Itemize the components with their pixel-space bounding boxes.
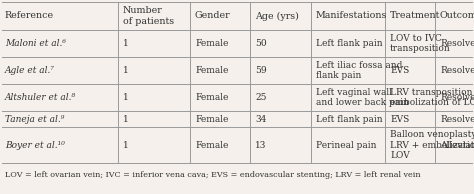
Text: Left vaginal wall
and lower back pain: Left vaginal wall and lower back pain — [316, 88, 409, 107]
Text: Female: Female — [195, 66, 228, 75]
Text: 50: 50 — [255, 39, 266, 48]
Text: Resolved: Resolved — [440, 93, 474, 102]
Text: Female: Female — [195, 114, 228, 124]
Text: 59: 59 — [255, 66, 266, 75]
Text: 1: 1 — [123, 114, 129, 124]
Text: EVS: EVS — [390, 66, 409, 75]
Text: Female: Female — [195, 39, 228, 48]
Text: Alleviated: Alleviated — [440, 140, 474, 150]
Text: Reference: Reference — [5, 11, 54, 21]
Text: Outcome: Outcome — [440, 11, 474, 21]
Text: Taneja et al.⁹: Taneja et al.⁹ — [5, 114, 64, 124]
Text: Agle et al.⁷: Agle et al.⁷ — [5, 66, 55, 75]
Text: Left flank pain: Left flank pain — [316, 39, 383, 48]
Text: 13: 13 — [255, 140, 266, 150]
Text: Treatment: Treatment — [390, 11, 440, 21]
Text: Female: Female — [195, 140, 228, 150]
Text: Altshuler et al.⁸: Altshuler et al.⁸ — [5, 93, 76, 102]
Text: Number
of patients: Number of patients — [123, 6, 174, 26]
Text: LOV = left ovarian vein; IVC = inferior vena cava; EVS = endovascular stenting; : LOV = left ovarian vein; IVC = inferior … — [5, 171, 420, 179]
Text: Perineal pain: Perineal pain — [316, 140, 376, 150]
Text: Resolved: Resolved — [440, 39, 474, 48]
Text: Female: Female — [195, 93, 228, 102]
Text: Boyer et al.¹⁰: Boyer et al.¹⁰ — [5, 140, 65, 150]
Text: Left flank pain: Left flank pain — [316, 114, 383, 124]
Text: 1: 1 — [123, 140, 129, 150]
Text: Balloon venoplasty of
LRV + embolization of
LOV: Balloon venoplasty of LRV + embolization… — [390, 130, 474, 160]
Text: 1: 1 — [123, 39, 129, 48]
Text: 34: 34 — [255, 114, 266, 124]
Text: Manifestations: Manifestations — [316, 11, 387, 21]
Text: 1: 1 — [123, 93, 129, 102]
Text: 1: 1 — [123, 66, 129, 75]
Text: 25: 25 — [255, 93, 266, 102]
Text: EVS: EVS — [390, 114, 409, 124]
Text: Resolved: Resolved — [440, 66, 474, 75]
Text: LOV to IVC
transposition: LOV to IVC transposition — [390, 34, 451, 53]
Text: Maloni et al.⁶: Maloni et al.⁶ — [5, 39, 66, 48]
Text: Age (yrs): Age (yrs) — [255, 11, 299, 21]
Text: Resolved: Resolved — [440, 114, 474, 124]
Text: Left iliac fossa and
flank pain: Left iliac fossa and flank pain — [316, 61, 402, 80]
Text: LRV transposition +
embolization of LOV: LRV transposition + embolization of LOV — [390, 88, 474, 107]
Text: Gender: Gender — [195, 11, 231, 21]
